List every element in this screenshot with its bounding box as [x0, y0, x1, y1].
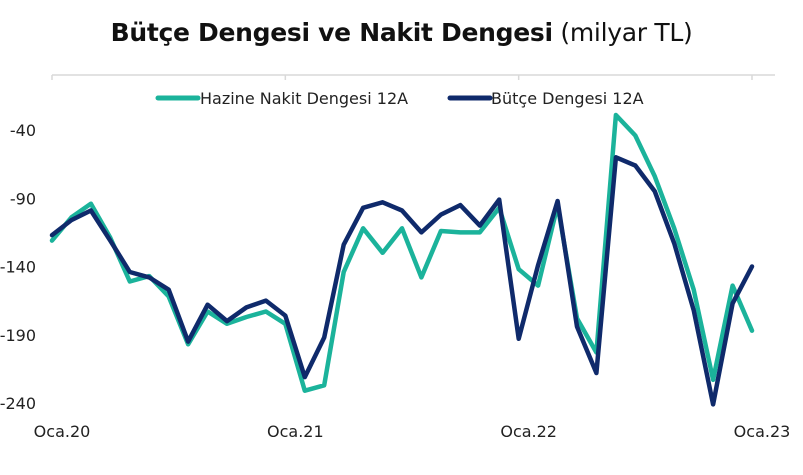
axis-layer [51, 74, 775, 80]
x-tick-label: Oca.22 [500, 422, 557, 441]
y-tick-label: -140 [0, 258, 36, 277]
series-line-butce [49, 155, 755, 407]
x-axis-labels: Oca.20 Oca.21 Oca.22 Oca.23 [34, 422, 791, 441]
chart-title-main: Bütçe Dengesi ve Nakit Dengesi [110, 18, 554, 47]
y-tick-label: -190 [0, 326, 36, 345]
legend-label: Hazine Nakit Dengesi 12A [200, 89, 408, 108]
y-axis-labels: -40 -90 -140 -190 -240 [0, 121, 36, 413]
legend-item: Bütçe Dengesi 12A [447, 89, 644, 108]
y-tick-label: -240 [0, 394, 36, 413]
y-tick-label: -90 [10, 189, 36, 208]
series-layer [49, 112, 755, 407]
series-line-hazine-nakit [49, 112, 755, 393]
legend: Hazine Nakit Dengesi 12A Bütçe Dengesi 12… [155, 89, 644, 108]
x-tick-label: Oca.21 [267, 422, 324, 441]
y-tick-label: -40 [10, 121, 36, 140]
legend-item: Hazine Nakit Dengesi 12A [155, 89, 408, 108]
x-tick-label: Oca.20 [34, 422, 91, 441]
chart-title-unit: (milyar TL) [560, 18, 693, 47]
chart-title: Bütçe Dengesi ve Nakit Dengesi (milyar T… [0, 18, 803, 47]
legend-label: Bütçe Dengesi 12A [491, 89, 644, 108]
x-tick-label: Oca.23 [734, 422, 791, 441]
